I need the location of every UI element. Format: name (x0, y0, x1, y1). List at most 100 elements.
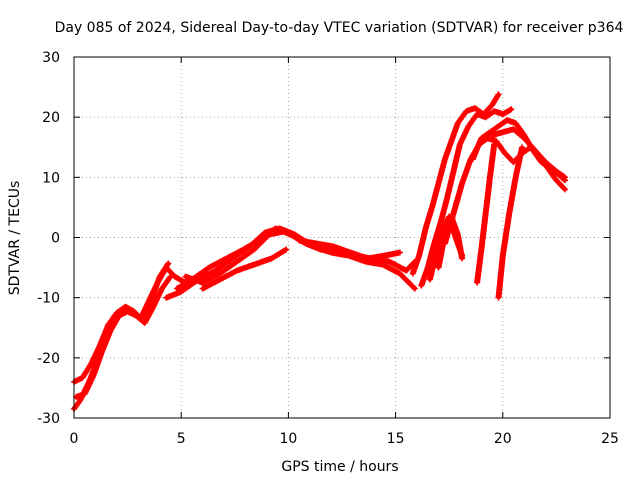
data-point (269, 256, 274, 261)
data-point (398, 271, 402, 276)
data-point (172, 274, 177, 279)
data-point (217, 271, 222, 276)
data-point (501, 112, 505, 116)
y-tick-label: -30 (37, 411, 60, 427)
data-point (509, 107, 514, 112)
data-point (505, 118, 509, 122)
data-point (449, 139, 454, 144)
y-tick-label: -10 (37, 291, 60, 307)
x-axis-label: GPS time / hours (281, 459, 398, 475)
data-point (80, 375, 85, 380)
data-point (134, 313, 138, 318)
data-point (443, 157, 447, 162)
data-point (106, 322, 111, 327)
data-point (460, 181, 464, 186)
series-track-3 (73, 273, 174, 400)
data-point (108, 328, 113, 333)
data-point (455, 232, 460, 237)
data-point (200, 280, 205, 285)
data-point (563, 187, 567, 192)
x-tick-label: 0 (70, 431, 79, 447)
data-point (428, 277, 432, 282)
series-track-10 (418, 106, 515, 289)
data-point (297, 238, 301, 243)
data-point (475, 280, 479, 285)
series-track-15 (474, 141, 498, 286)
data-point (473, 106, 477, 110)
data-point (425, 265, 430, 270)
data-point (513, 175, 518, 180)
data-point (513, 121, 518, 125)
chart-title: Day 085 of 2024, Sidereal Day-to-day VTE… (55, 20, 624, 36)
data-point (224, 256, 229, 261)
data-point (434, 250, 439, 255)
data-point (348, 250, 353, 255)
x-tick-label: 20 (494, 431, 512, 447)
series-track-8 (296, 237, 403, 262)
data-point (496, 124, 501, 128)
data-point (164, 295, 168, 300)
data-point (380, 262, 385, 267)
data-point (331, 244, 336, 249)
data-point (89, 362, 93, 366)
data-point (464, 109, 469, 113)
data-point (241, 247, 246, 252)
data-point (522, 136, 527, 141)
data-point (365, 256, 370, 261)
y-tick-label: 30 (42, 50, 60, 66)
data-point (492, 142, 497, 147)
data-point (82, 392, 87, 396)
data-point (179, 289, 183, 294)
data-point (511, 160, 516, 165)
series-track-2 (71, 260, 172, 385)
data-point (410, 271, 415, 276)
data-point (436, 265, 441, 270)
data-point (533, 148, 537, 153)
data-point (252, 262, 256, 267)
data-point (483, 211, 488, 216)
data-point (74, 395, 78, 399)
data-point (496, 295, 501, 300)
data-point (200, 286, 205, 291)
data-point (458, 142, 462, 147)
data-point (91, 374, 96, 378)
data-point (488, 130, 492, 135)
data-point (507, 211, 512, 216)
data-point (267, 232, 271, 237)
y-tick-label: -20 (37, 351, 60, 367)
data-point (501, 130, 505, 135)
data-point (423, 226, 428, 231)
data-point (168, 274, 173, 279)
data-point (97, 344, 102, 348)
data-point (123, 304, 128, 309)
data-point (455, 121, 460, 125)
data-point (175, 286, 179, 291)
data-point (492, 109, 497, 113)
data-point (488, 175, 492, 180)
data-point (520, 145, 524, 150)
x-tick-label: 15 (387, 431, 405, 447)
data-point (157, 274, 162, 279)
data-point (160, 286, 164, 291)
series-markers (71, 260, 172, 385)
data-point (284, 247, 289, 252)
x-tick-label: 10 (279, 431, 297, 447)
data-point (125, 309, 130, 314)
series-markers (495, 144, 526, 301)
data-point (451, 169, 456, 174)
series-track-7 (199, 246, 290, 292)
data-point (151, 304, 156, 309)
data-point (273, 226, 278, 231)
axis-ticks: 0 5 10 15 20 25 -30 -20 -10 0 10 20 30 (37, 50, 619, 447)
data-point (443, 241, 447, 246)
data-point (387, 259, 391, 264)
data-point (117, 313, 121, 318)
data-point (115, 310, 119, 315)
data-point (479, 136, 484, 141)
data-point (490, 103, 494, 107)
data-point (149, 298, 153, 303)
data-point (563, 175, 567, 180)
data-point (543, 160, 548, 165)
data-point (554, 178, 559, 183)
